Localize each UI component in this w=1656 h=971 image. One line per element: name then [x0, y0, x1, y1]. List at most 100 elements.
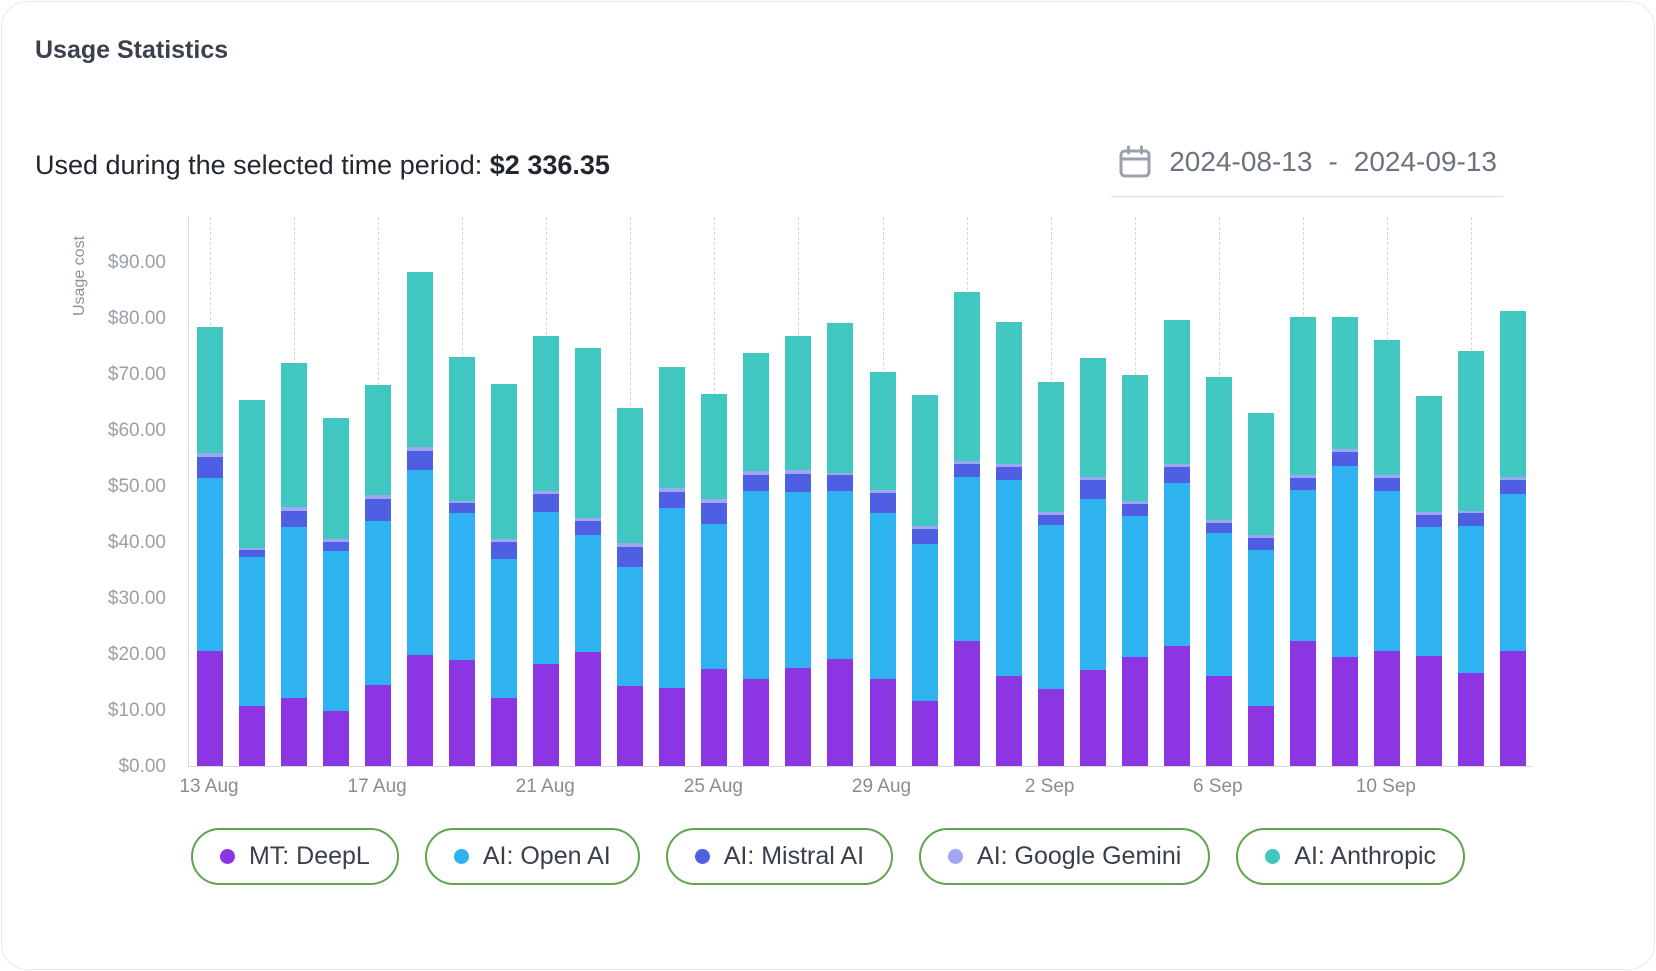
bar-segment-openai[interactable]	[323, 550, 350, 711]
bar-segment-gemini[interactable]	[1289, 475, 1316, 479]
bar-segment-gemini[interactable]	[1247, 534, 1274, 538]
bar-segment-mistral[interactable]	[1247, 537, 1274, 550]
bar-segment-deepl[interactable]	[1457, 673, 1484, 766]
bar-segment-gemini[interactable]	[575, 517, 602, 522]
bar-segment-gemini[interactable]	[1331, 449, 1358, 452]
bar-segment-gemini[interactable]	[995, 464, 1022, 467]
bar-segment-openai[interactable]	[1415, 527, 1442, 656]
bar-segment-deepl[interactable]	[449, 659, 476, 766]
bar-segment-anthropic[interactable]	[197, 326, 224, 453]
bar-segment-gemini[interactable]	[659, 488, 686, 492]
stacked-bar[interactable]	[407, 272, 434, 766]
bar-segment-gemini[interactable]	[1163, 463, 1190, 467]
bar-segment-mistral[interactable]	[1289, 478, 1316, 491]
stacked-bar[interactable]	[1247, 413, 1274, 766]
stacked-bar[interactable]	[1457, 350, 1484, 766]
bar-segment-deepl[interactable]	[239, 706, 266, 766]
bar-segment-gemini[interactable]	[281, 506, 308, 511]
bar-segment-openai[interactable]	[827, 490, 854, 660]
bar-segment-mistral[interactable]	[953, 463, 980, 478]
bar-segment-openai[interactable]	[617, 566, 644, 687]
bar-segment-gemini[interactable]	[1499, 477, 1526, 480]
bar-segment-mistral[interactable]	[785, 473, 812, 492]
bar-segment-anthropic[interactable]	[407, 272, 434, 448]
bar-segment-deepl[interactable]	[911, 701, 938, 766]
bar-segment-anthropic[interactable]	[659, 367, 686, 489]
bar-segment-openai[interactable]	[953, 477, 980, 641]
bar-segment-openai[interactable]	[1331, 465, 1358, 657]
bar-segment-gemini[interactable]	[1037, 511, 1064, 515]
bar-segment-openai[interactable]	[491, 559, 518, 699]
stacked-bar[interactable]	[449, 356, 476, 766]
stacked-bar[interactable]	[911, 395, 938, 766]
bar-segment-deepl[interactable]	[1247, 706, 1274, 766]
bar-segment-gemini[interactable]	[449, 500, 476, 504]
bar-segment-anthropic[interactable]	[617, 408, 644, 543]
bar-segment-anthropic[interactable]	[785, 335, 812, 471]
stacked-bar[interactable]	[701, 393, 728, 766]
stacked-bar[interactable]	[491, 384, 518, 766]
bar-segment-gemini[interactable]	[701, 498, 728, 503]
bar-segment-openai[interactable]	[911, 544, 938, 702]
bar-segment-deepl[interactable]	[743, 678, 770, 766]
bar-segment-mistral[interactable]	[1121, 503, 1148, 517]
stacked-bar[interactable]	[827, 322, 854, 766]
bar-segment-mistral[interactable]	[1037, 514, 1064, 525]
bar-segment-mistral[interactable]	[911, 529, 938, 545]
bar-segment-deepl[interactable]	[323, 710, 350, 766]
bar-segment-anthropic[interactable]	[995, 321, 1022, 465]
bar-segment-deepl[interactable]	[575, 651, 602, 766]
stacked-bar[interactable]	[323, 417, 350, 766]
bar-segment-openai[interactable]	[1205, 533, 1232, 677]
bar-segment-mistral[interactable]	[1163, 466, 1190, 483]
bar-segment-mistral[interactable]	[239, 550, 266, 558]
bar-segment-deepl[interactable]	[995, 676, 1022, 766]
bar-segment-deepl[interactable]	[869, 679, 896, 766]
bar-segment-deepl[interactable]	[785, 668, 812, 766]
bar-segment-anthropic[interactable]	[1247, 413, 1274, 535]
bar-segment-mistral[interactable]	[701, 502, 728, 525]
bar-segment-gemini[interactable]	[617, 542, 644, 547]
bar-segment-mistral[interactable]	[533, 494, 560, 512]
bar-segment-anthropic[interactable]	[281, 362, 308, 507]
bar-segment-deepl[interactable]	[827, 659, 854, 766]
bar-segment-mistral[interactable]	[617, 546, 644, 567]
bar-segment-mistral[interactable]	[995, 466, 1022, 480]
bar-segment-deepl[interactable]	[1415, 655, 1442, 766]
bar-segment-gemini[interactable]	[1373, 475, 1400, 479]
bar-segment-gemini[interactable]	[1415, 512, 1442, 516]
bar-segment-anthropic[interactable]	[1415, 396, 1442, 513]
stacked-bar[interactable]	[1121, 374, 1148, 766]
bar-segment-openai[interactable]	[197, 477, 224, 651]
bar-segment-openai[interactable]	[995, 479, 1022, 677]
bar-segment-anthropic[interactable]	[365, 385, 392, 495]
bar-segment-mistral[interactable]	[449, 503, 476, 514]
bar-segment-mistral[interactable]	[1331, 451, 1358, 466]
bar-segment-anthropic[interactable]	[953, 291, 980, 461]
bar-segment-anthropic[interactable]	[869, 372, 896, 490]
bar-segment-deepl[interactable]	[1373, 650, 1400, 766]
bar-segment-openai[interactable]	[659, 507, 686, 688]
bar-segment-gemini[interactable]	[197, 452, 224, 458]
bar-segment-openai[interactable]	[743, 491, 770, 679]
bar-segment-deepl[interactable]	[197, 650, 224, 766]
bar-segment-gemini[interactable]	[827, 472, 854, 476]
bar-segment-deepl[interactable]	[281, 697, 308, 766]
bar-segment-gemini[interactable]	[491, 538, 518, 543]
bar-segment-mistral[interactable]	[281, 510, 308, 528]
bar-segment-mistral[interactable]	[1415, 515, 1442, 528]
bar-segment-openai[interactable]	[1499, 493, 1526, 651]
legend-item-anthropic[interactable]: AI: Anthropic	[1236, 828, 1466, 885]
bar-segment-deepl[interactable]	[533, 664, 560, 766]
stacked-bar[interactable]	[1079, 358, 1106, 766]
bar-segment-deepl[interactable]	[1331, 656, 1358, 766]
bar-segment-deepl[interactable]	[365, 685, 392, 766]
bar-segment-deepl[interactable]	[491, 698, 518, 766]
bar-segment-anthropic[interactable]	[701, 393, 728, 499]
bar-segment-mistral[interactable]	[869, 493, 896, 513]
bar-segment-mistral[interactable]	[407, 450, 434, 470]
stacked-bar[interactable]	[1289, 316, 1316, 766]
bar-segment-deepl[interactable]	[953, 640, 980, 766]
bar-segment-mistral[interactable]	[1457, 513, 1484, 526]
bar-segment-openai[interactable]	[281, 527, 308, 698]
